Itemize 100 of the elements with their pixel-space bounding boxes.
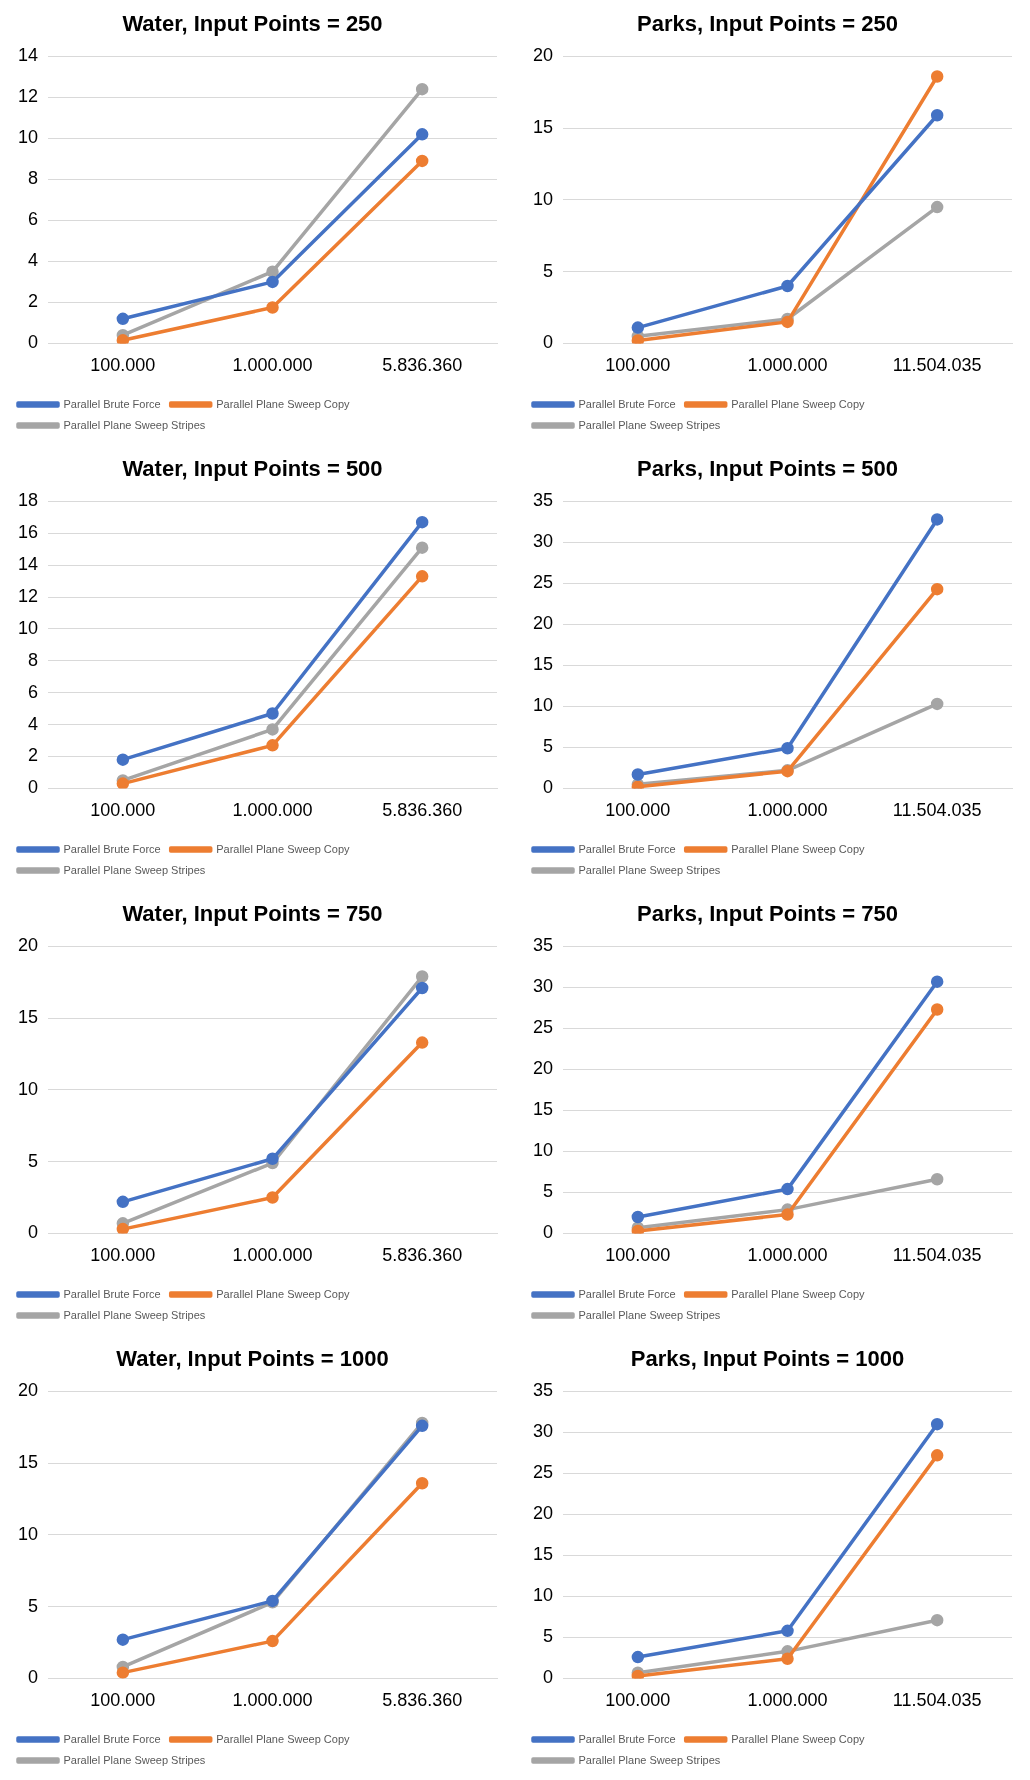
y-tick-label: 14 xyxy=(17,554,39,575)
y-tick-label: 16 xyxy=(17,522,39,543)
y-tick-label: 0 xyxy=(543,777,554,798)
legend-label: Parallel Brute Force xyxy=(578,1287,676,1300)
y-tick-label: 6 xyxy=(28,209,39,230)
y-tick-label: 25 xyxy=(532,1462,554,1483)
legend-label: Parallel Plane Sweep Stripes xyxy=(578,418,721,431)
y-tick-label: 5 xyxy=(543,1181,554,1202)
legend-label: Parallel Brute Force xyxy=(578,397,676,410)
chart-title: Water, Input Points = 500 xyxy=(122,456,383,482)
y-tick-label: 0 xyxy=(28,332,39,353)
legend-label: Parallel Plane Sweep Stripes xyxy=(63,418,206,431)
y-tick-label: 10 xyxy=(532,695,554,716)
legend-label: Parallel Plane Sweep Copy xyxy=(731,1287,866,1300)
chart-title: Water, Input Points = 250 xyxy=(122,11,383,37)
x-tick-label: 11.504.035 xyxy=(892,800,982,821)
legend-label: Parallel Plane Sweep Copy xyxy=(216,1732,351,1745)
x-tick-label: 1.000.000 xyxy=(232,800,313,821)
y-tick-label: 14 xyxy=(17,45,39,66)
y-tick-label: 0 xyxy=(543,332,554,353)
x-tick-label: 5.836.360 xyxy=(382,1245,463,1266)
legend-label: Parallel Plane Sweep Stripes xyxy=(578,863,721,876)
y-tick-label: 20 xyxy=(532,613,554,634)
y-tick-label: 10 xyxy=(532,188,554,209)
chart-title: Parks, Input Points = 500 xyxy=(636,456,899,482)
y-tick-label: 0 xyxy=(28,1222,39,1243)
y-tick-label: 10 xyxy=(17,617,39,638)
legend-label: Parallel Brute Force xyxy=(63,397,161,410)
y-tick-label: 30 xyxy=(532,976,554,997)
legend-label: Parallel Plane Sweep Stripes xyxy=(578,1753,721,1766)
y-tick-label: 10 xyxy=(17,127,39,148)
y-tick-label: 5 xyxy=(543,260,554,281)
y-tick-label: 30 xyxy=(532,531,554,552)
y-tick-label: 15 xyxy=(17,1452,39,1473)
y-tick-label: 10 xyxy=(532,1140,554,1161)
x-tick-label: 100.000 xyxy=(90,1245,156,1266)
y-tick-label: 20 xyxy=(17,935,39,956)
legend-label: Parallel Plane Sweep Copy xyxy=(731,1732,866,1745)
y-tick-label: 2 xyxy=(28,745,39,766)
x-tick-label: 11.504.035 xyxy=(892,1245,982,1266)
y-tick-label: 15 xyxy=(532,117,554,138)
y-tick-label: 25 xyxy=(532,572,554,593)
x-tick-label: 1.000.000 xyxy=(232,355,313,376)
legend-label: Parallel Plane Sweep Copy xyxy=(216,1287,351,1300)
y-tick-label: 4 xyxy=(28,713,39,734)
chart-title: Parks, Input Points = 250 xyxy=(636,11,899,37)
x-tick-label: 5.836.360 xyxy=(382,355,463,376)
x-tick-label: 100.000 xyxy=(605,355,671,376)
y-tick-label: 5 xyxy=(543,1626,554,1647)
x-tick-label: 100.000 xyxy=(605,1245,671,1266)
legend-label: Parallel Plane Sweep Stripes xyxy=(578,1308,721,1321)
y-tick-label: 20 xyxy=(532,45,554,66)
y-tick-label: 12 xyxy=(17,586,39,607)
x-tick-label: 100.000 xyxy=(605,1690,671,1711)
chart-title: Water, Input Points = 1000 xyxy=(116,1346,389,1372)
y-tick-label: 25 xyxy=(532,1017,554,1038)
x-tick-label: 5.836.360 xyxy=(382,1690,463,1711)
legend-label: Parallel Plane Sweep Stripes xyxy=(63,863,206,876)
y-tick-label: 15 xyxy=(17,1007,39,1028)
y-tick-label: 5 xyxy=(543,736,554,757)
y-tick-label: 0 xyxy=(28,777,39,798)
y-tick-label: 20 xyxy=(532,1503,554,1524)
y-tick-label: 5 xyxy=(28,1595,39,1616)
legend-label: Parallel Plane Sweep Copy xyxy=(216,842,351,855)
y-tick-label: 15 xyxy=(532,1544,554,1565)
x-tick-label: 1.000.000 xyxy=(747,1245,828,1266)
y-tick-label: 4 xyxy=(28,250,39,271)
x-tick-label: 100.000 xyxy=(605,800,671,821)
y-tick-label: 30 xyxy=(532,1421,554,1442)
x-tick-label: 1.000.000 xyxy=(747,800,828,821)
y-tick-label: 35 xyxy=(532,1380,554,1401)
legend-label: Parallel Plane Sweep Copy xyxy=(216,397,351,410)
y-tick-label: 10 xyxy=(532,1585,554,1606)
y-tick-label: 8 xyxy=(28,168,39,189)
x-tick-label: 100.000 xyxy=(90,800,156,821)
y-tick-label: 20 xyxy=(532,1058,554,1079)
x-tick-label: 1.000.000 xyxy=(232,1690,313,1711)
legend-label: Parallel Plane Sweep Copy xyxy=(731,842,866,855)
y-tick-label: 6 xyxy=(28,681,39,702)
legend-label: Parallel Brute Force xyxy=(63,842,161,855)
legend-label: Parallel Brute Force xyxy=(63,1287,161,1300)
y-tick-label: 0 xyxy=(543,1667,554,1688)
x-tick-label: 1.000.000 xyxy=(747,355,828,376)
legend-label: Parallel Brute Force xyxy=(578,1732,676,1745)
chart-title: Water, Input Points = 750 xyxy=(122,901,383,927)
x-tick-label: 1.000.000 xyxy=(747,1690,828,1711)
y-tick-label: 10 xyxy=(17,1078,39,1099)
y-tick-label: 18 xyxy=(17,490,39,511)
legend-label: Parallel Plane Sweep Stripes xyxy=(63,1753,206,1766)
y-tick-label: 10 xyxy=(17,1523,39,1544)
y-tick-label: 35 xyxy=(532,490,554,511)
y-tick-label: 15 xyxy=(532,1099,554,1120)
legend-label: Parallel Brute Force xyxy=(63,1732,161,1745)
y-tick-label: 2 xyxy=(28,291,39,312)
y-tick-label: 0 xyxy=(543,1222,554,1243)
y-tick-label: 5 xyxy=(28,1150,39,1171)
y-tick-label: 35 xyxy=(532,935,554,956)
y-tick-label: 20 xyxy=(17,1380,39,1401)
x-tick-label: 5.836.360 xyxy=(382,800,463,821)
y-tick-label: 15 xyxy=(532,654,554,675)
